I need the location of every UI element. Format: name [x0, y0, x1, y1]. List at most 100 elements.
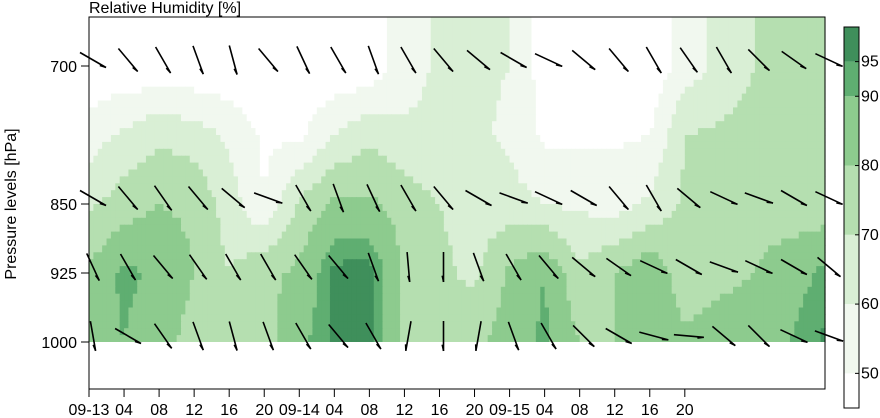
humidity-cell — [509, 252, 515, 260]
humidity-cell — [750, 155, 756, 164]
humidity-cell — [150, 190, 156, 198]
humidity-cell — [553, 252, 559, 260]
humidity-cell — [605, 162, 611, 171]
humidity-cell — [645, 176, 651, 184]
humidity-cell — [308, 86, 314, 95]
humidity-cell — [329, 176, 335, 184]
humidity-cell — [610, 148, 616, 157]
humidity-cell — [395, 190, 401, 198]
humidity-cell — [605, 204, 611, 212]
humidity-cell — [759, 245, 765, 253]
humidity-cell — [259, 210, 265, 219]
humidity-cell — [119, 245, 125, 253]
humidity-cell — [395, 72, 401, 81]
humidity-cell — [115, 121, 121, 129]
humidity-cell — [439, 72, 445, 81]
humidity-cell — [325, 107, 331, 115]
humidity-cell — [110, 155, 116, 164]
humidity-cell — [733, 107, 738, 115]
humidity-cell — [448, 252, 454, 260]
humidity-cell — [676, 114, 682, 122]
humidity-cell — [163, 93, 169, 102]
humidity-cell — [251, 114, 257, 122]
humidity-cell — [426, 183, 432, 191]
humidity-cell — [544, 176, 550, 184]
humidity-cell — [728, 72, 734, 81]
humidity-cell — [299, 266, 305, 274]
humidity-cell — [119, 183, 125, 191]
humidity-cell — [417, 231, 423, 240]
humidity-cell — [382, 204, 388, 212]
humidity-cell — [798, 72, 804, 81]
humidity-cell — [290, 135, 296, 143]
humidity-cell — [224, 107, 230, 115]
humidity-cell — [465, 128, 471, 136]
humidity-cell — [93, 259, 99, 267]
humidity-cell — [689, 252, 695, 260]
humidity-cell — [137, 252, 143, 260]
humidity-cell — [124, 169, 130, 177]
humidity-cell — [391, 72, 397, 81]
humidity-cell — [728, 135, 734, 143]
humidity-cell — [145, 217, 151, 226]
humidity-cell — [128, 204, 134, 212]
humidity-cell — [531, 128, 537, 136]
humidity-cell — [277, 72, 283, 81]
humidity-cell — [549, 245, 554, 253]
humidity-cell — [128, 114, 134, 122]
humidity-cell — [325, 224, 331, 233]
humidity-cell — [255, 155, 261, 164]
humidity-cell — [807, 155, 813, 164]
humidity-cell — [145, 100, 151, 108]
humidity-cell — [776, 176, 782, 184]
humidity-cell — [102, 217, 108, 226]
humidity-cell — [373, 107, 379, 115]
humidity-cell — [658, 135, 664, 143]
humidity-cell — [759, 238, 765, 246]
humidity-cell — [505, 183, 511, 191]
humidity-cell — [807, 121, 813, 129]
humidity-cell — [137, 17, 143, 74]
humidity-cell — [176, 107, 182, 115]
humidity-cell — [557, 245, 563, 253]
humidity-cell — [277, 86, 283, 95]
humidity-cell — [386, 114, 392, 122]
humidity-cell — [772, 141, 778, 150]
humidity-cell — [189, 245, 195, 253]
humidity-cell — [373, 217, 379, 226]
humidity-cell — [820, 210, 826, 219]
humidity-cell — [207, 162, 213, 171]
humidity-cell — [264, 107, 270, 115]
humidity-cell — [343, 252, 349, 260]
humidity-cell — [312, 197, 318, 205]
humidity-cell — [251, 79, 257, 88]
humidity-cell — [465, 224, 471, 233]
humidity-cell — [478, 17, 484, 74]
humidity-cell — [181, 100, 186, 108]
humidity-cell — [733, 210, 738, 219]
humidity-cell — [470, 245, 476, 253]
humidity-cell — [487, 121, 493, 129]
humidity-cell — [321, 217, 327, 226]
humidity-cell — [702, 155, 708, 164]
humidity-cell — [386, 155, 392, 164]
humidity-cell — [750, 245, 756, 253]
humidity-cell — [435, 79, 441, 88]
humidity-cell — [728, 86, 734, 95]
humidity-cell — [137, 238, 143, 246]
humidity-cell — [483, 100, 489, 108]
humidity-cell — [172, 217, 178, 226]
humidity-cell — [562, 259, 568, 267]
humidity-cell — [172, 259, 178, 267]
humidity-cell — [522, 155, 528, 164]
humidity-cell — [308, 107, 314, 115]
humidity-cell — [360, 128, 366, 136]
humidity-cell — [176, 176, 182, 184]
humidity-cell — [579, 121, 585, 129]
humidity-cell — [404, 197, 410, 205]
humidity-cell — [645, 224, 651, 233]
humidity-cell — [395, 176, 401, 184]
humidity-cell — [776, 238, 782, 246]
humidity-cell — [632, 114, 638, 122]
humidity-cell — [750, 217, 756, 226]
